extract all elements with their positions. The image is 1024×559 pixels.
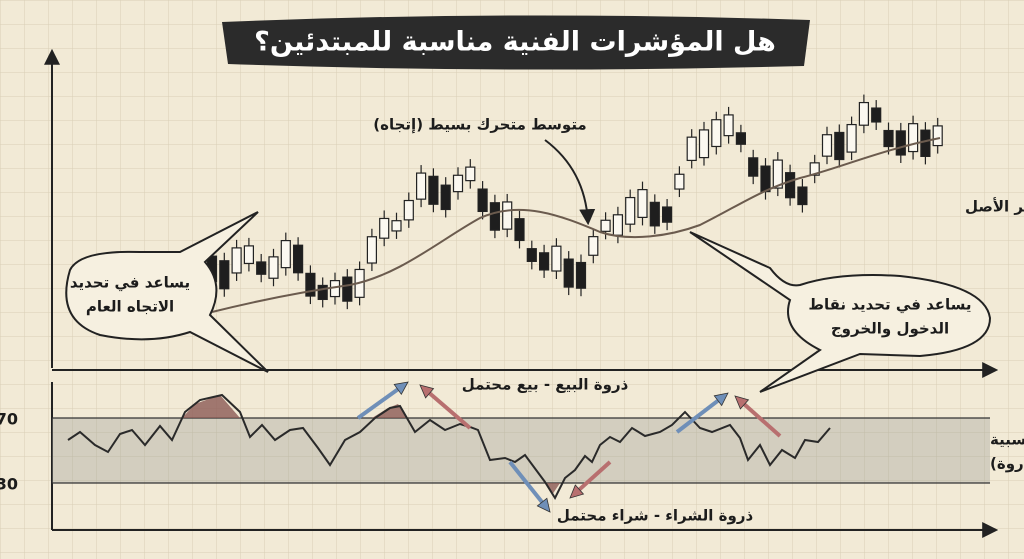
candle-body: [686, 136, 697, 162]
candle-body: [342, 276, 353, 302]
signal-arrow-shaft: [356, 386, 402, 420]
candle-body: [551, 245, 562, 272]
candles: [206, 94, 943, 310]
candle-body: [723, 114, 734, 137]
candle-body: [920, 129, 931, 158]
candle-body: [821, 134, 833, 157]
candle-body: [674, 173, 685, 190]
title: هل المؤشرات الفنية مناسبة للمبتدئين؟: [254, 27, 776, 58]
candle-body: [231, 247, 242, 274]
candle-body: [588, 236, 599, 256]
signal-arrow-head: [536, 497, 551, 513]
candle-body: [883, 129, 894, 148]
candle-body: [858, 101, 870, 126]
candle-body: [391, 220, 402, 232]
candle-body: [600, 219, 611, 232]
candle-body: [514, 218, 525, 242]
candle-body: [871, 107, 882, 123]
candle-body: [637, 189, 648, 218]
candle-body: [379, 217, 390, 239]
rsi-label-line: مؤشر القوة النسبية: [990, 431, 1024, 449]
candle-body: [735, 132, 747, 145]
signal-arrow-head: [419, 384, 435, 399]
candle-body: [711, 119, 722, 148]
callout-trend-line: الاتجاه العام: [86, 298, 174, 316]
candle-body: [846, 123, 857, 153]
rsi-band: [52, 418, 990, 483]
candle-body: [268, 256, 279, 279]
candle-body: [280, 239, 291, 269]
rsi-label-line: (مستويات ذروة): [990, 455, 1024, 473]
signal-arrow-shaft: [675, 397, 722, 434]
candle-body: [834, 131, 845, 161]
candle-body: [489, 202, 500, 231]
candle-body: [612, 214, 624, 236]
candle-body: [477, 188, 488, 213]
ma-pointer: [544, 139, 596, 226]
oversold-label: ذروة الشراء - شراء محتمل: [557, 507, 754, 525]
candle-body: [428, 175, 439, 205]
candle-body: [366, 236, 377, 264]
callout-entry-bubble: [689, 231, 992, 393]
asset-label: سعر الأصل: [965, 198, 1024, 216]
candle-body: [575, 261, 587, 289]
candle-body: [293, 244, 304, 274]
candle-body: [317, 284, 328, 301]
candle-body: [526, 248, 537, 262]
signal-arrow-shaft: [508, 460, 546, 506]
candle-body: [416, 172, 427, 200]
candle-body: [243, 245, 254, 265]
candle-body: [563, 258, 574, 288]
candle-body: [649, 201, 660, 227]
signal-arrow-head: [569, 484, 585, 499]
callout-trend-bubble: [65, 211, 269, 373]
signal-arrow-head: [393, 381, 409, 396]
candle-body: [784, 172, 796, 199]
callout-entry-line: الدخول والخروج: [831, 320, 949, 338]
candle-body: [797, 186, 808, 206]
signal-arrow-head: [734, 395, 750, 410]
candle-body: [465, 166, 476, 182]
moving-average-label: متوسط متحرك بسيط (إتجاه): [373, 116, 586, 134]
candle-body: [809, 162, 820, 176]
candle-body: [907, 123, 919, 153]
candle-body: [772, 159, 783, 189]
candle-body: [748, 157, 759, 177]
rsi-extreme-fill: [182, 395, 560, 495]
overbought-label: ذروة البيع - بيع محتمل: [462, 376, 629, 394]
candle-body: [256, 261, 267, 275]
rsi-level-label: 30: [0, 475, 18, 494]
candle-body: [661, 206, 673, 223]
candle-body: [440, 184, 451, 211]
candle-body: [625, 196, 636, 225]
moving-average-line: [211, 137, 941, 313]
candle-body: [698, 129, 710, 159]
candle-body: [760, 165, 771, 193]
candle-body: [403, 199, 414, 221]
callout-trend-line: يساعد في تحديد: [70, 274, 190, 292]
signal-arrow-shaft: [576, 460, 612, 493]
signal-arrow-head: [713, 392, 729, 407]
candle-body: [932, 125, 943, 147]
rsi-level-label: 70: [0, 410, 18, 429]
signal-arrows: [356, 381, 782, 513]
rsi-line: [67, 393, 831, 501]
candle-body: [219, 260, 230, 290]
callout-entry-line: يساعد في تحديد نقاط: [808, 296, 971, 314]
candle-body: [895, 130, 906, 156]
candle-body: [502, 201, 513, 230]
title-box: [222, 15, 810, 70]
candle-body: [305, 272, 316, 297]
candle-body: [538, 252, 550, 271]
signal-arrow-shaft: [426, 390, 472, 430]
candle-body: [452, 174, 464, 193]
signal-arrow-shaft: [741, 401, 782, 438]
